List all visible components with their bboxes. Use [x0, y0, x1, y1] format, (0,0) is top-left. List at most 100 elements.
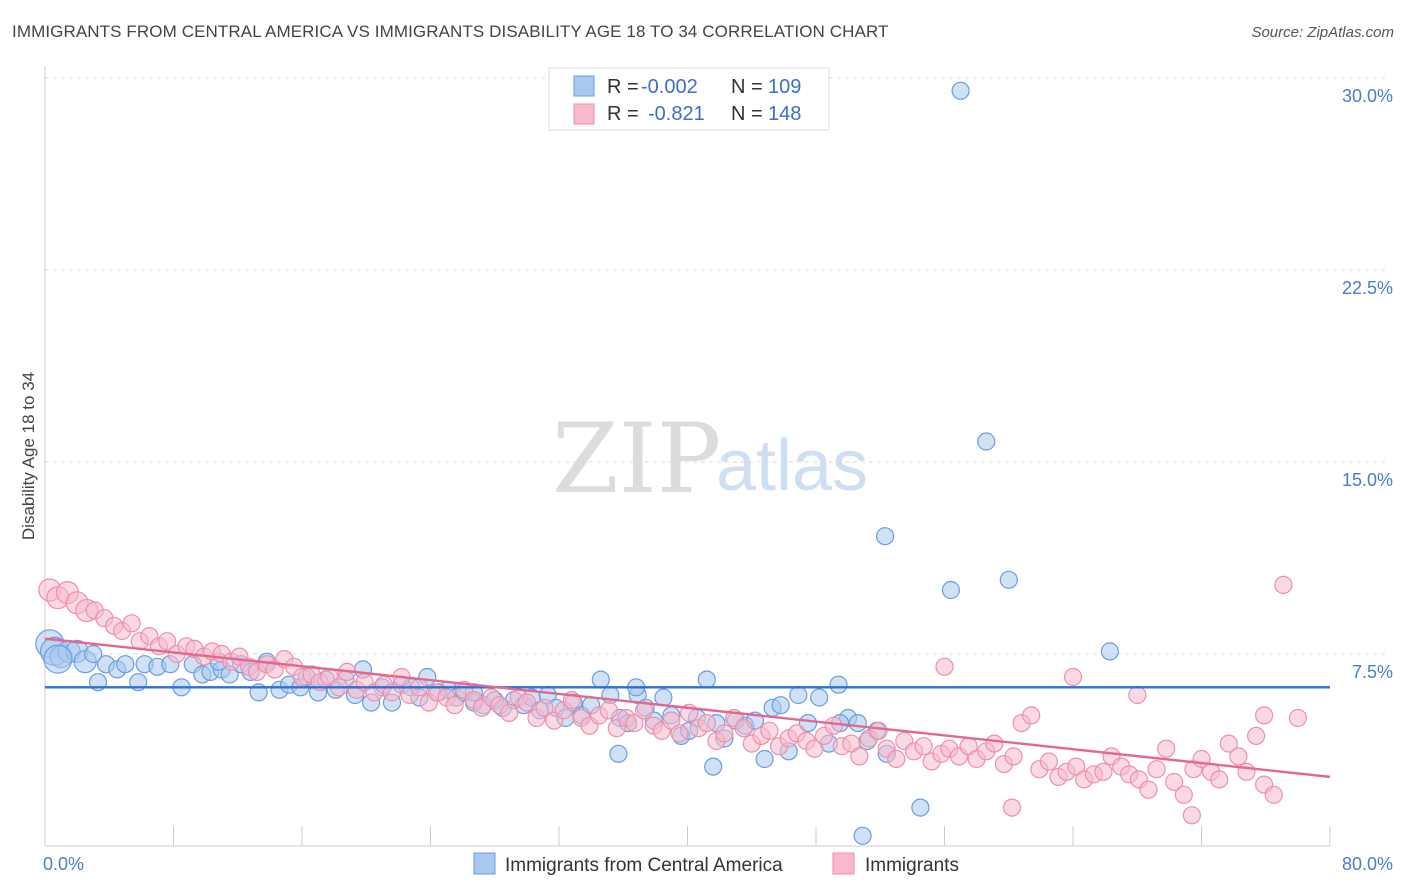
point-central-america: [810, 688, 829, 707]
legend-r-value-2: -0.821: [648, 103, 705, 125]
point-immigrants: [1246, 726, 1266, 746]
point-immigrants: [1002, 798, 1022, 817]
trend-line-immigrants: [44, 637, 1331, 779]
point-immigrants: [869, 721, 888, 740]
point-central-america: [911, 798, 930, 817]
legend-r-label-1: R =: [607, 76, 639, 98]
point-immigrants: [697, 713, 716, 733]
legend-swatch-blue: [573, 75, 595, 97]
point-immigrants: [535, 698, 554, 717]
trend-lines: [44, 637, 1331, 779]
y-tick-label: 15.0%: [1342, 470, 1393, 490]
point-immigrants: [670, 724, 689, 743]
point-immigrants: [1174, 785, 1193, 804]
point-immigrants: [517, 693, 537, 712]
point-central-america: [789, 685, 808, 705]
point-immigrants: [1157, 739, 1176, 758]
point-immigrants: [1063, 667, 1083, 687]
bottom-legend-label-2: Immigrants: [865, 855, 959, 876]
point-central-america: [704, 757, 723, 776]
legend-n-value-1: 109: [768, 76, 801, 98]
point-central-america: [771, 696, 790, 715]
point-immigrants: [1288, 708, 1308, 728]
point-central-america: [999, 570, 1018, 589]
y-axis-label: Disability Age 18 to 34: [19, 372, 38, 540]
point-immigrants: [1022, 706, 1041, 725]
point-immigrants: [1219, 734, 1238, 753]
legend-n-value-2: 148: [768, 103, 801, 125]
point-immigrants: [805, 739, 824, 758]
point-central-america: [43, 644, 73, 674]
legend-n-label-1: N =: [731, 76, 763, 98]
point-immigrants: [842, 734, 861, 753]
point-immigrants: [662, 711, 681, 730]
legend-n-label-2: N =: [731, 103, 763, 125]
point-immigrants: [1147, 760, 1166, 779]
correlation-legend: R = -0.002 N = 109 R = -0.821 N = 148: [548, 67, 830, 131]
point-immigrants: [734, 719, 753, 738]
point-immigrants: [634, 701, 654, 720]
point-immigrants: [1264, 785, 1283, 804]
bottom-legend-swatch-pink: [832, 852, 855, 875]
series-legend: Immigrants from Central America Immigran…: [473, 852, 959, 876]
point-immigrants: [1254, 706, 1274, 725]
point-central-america: [755, 749, 774, 769]
point-immigrants: [1237, 762, 1256, 781]
chart-title: IMMIGRANTS FROM CENTRAL AMERICA VS IMMIG…: [12, 22, 889, 41]
point-immigrants: [625, 713, 644, 733]
point-immigrants: [760, 721, 779, 740]
x-tick-label: 0.0%: [43, 854, 84, 874]
y-tick-label: 7.5%: [1352, 662, 1393, 682]
point-immigrants: [824, 716, 843, 735]
point-central-america: [591, 670, 610, 689]
point-immigrants: [1039, 752, 1059, 771]
bottom-legend-label-1: Immigrants from Central America: [505, 855, 783, 876]
point-central-america: [116, 655, 135, 674]
y-tick-label: 22.5%: [1342, 278, 1393, 298]
point-central-america: [829, 675, 848, 694]
point-immigrants: [1128, 685, 1147, 705]
point-central-america: [941, 580, 961, 600]
point-immigrants: [158, 632, 177, 651]
point-immigrants: [1210, 770, 1229, 789]
watermark-zip: ZIP: [552, 403, 721, 515]
source-label: Source: ZipAtlas.com: [1251, 24, 1394, 41]
point-central-america: [853, 826, 872, 845]
point-immigrants: [500, 703, 519, 723]
point-central-america: [798, 713, 818, 733]
point-central-america: [697, 670, 716, 689]
point-immigrants: [1094, 762, 1113, 781]
y-tick-label: 30.0%: [1342, 86, 1393, 106]
point-immigrants: [1139, 780, 1158, 799]
legend-swatch-pink: [573, 103, 595, 125]
point-immigrants: [715, 724, 734, 743]
point-immigrants: [985, 734, 1004, 753]
point-immigrants: [1004, 747, 1023, 766]
legend-r-value-1: -0.002: [641, 76, 698, 98]
watermark-atlas: atlas: [716, 426, 868, 506]
axes: [44, 66, 1331, 847]
point-central-america: [1100, 642, 1120, 661]
series-immigrants-points: [38, 575, 1308, 825]
grid-lines: [45, 77, 1385, 655]
point-immigrants: [1165, 772, 1184, 792]
point-central-america: [977, 432, 996, 451]
point-immigrants: [935, 657, 954, 676]
point-central-america: [951, 81, 970, 100]
point-central-america: [84, 644, 103, 664]
point-immigrants: [445, 696, 464, 715]
point-immigrants: [850, 747, 869, 766]
legend-r-label-2: R =: [607, 103, 639, 125]
point-immigrants: [122, 614, 141, 633]
point-immigrants: [887, 749, 906, 769]
point-central-america: [875, 527, 895, 546]
point-immigrants: [1229, 747, 1248, 766]
bottom-legend-swatch-blue: [473, 852, 496, 875]
point-immigrants: [1182, 806, 1202, 825]
x-tick-label: 80.0%: [1342, 854, 1393, 874]
point-immigrants: [914, 737, 933, 756]
axis-ticks: 7.5% 15.0% 22.5% 30.0% 0.0% 80.0%: [43, 86, 1393, 874]
point-immigrants: [1274, 575, 1293, 595]
point-central-america: [848, 713, 867, 733]
